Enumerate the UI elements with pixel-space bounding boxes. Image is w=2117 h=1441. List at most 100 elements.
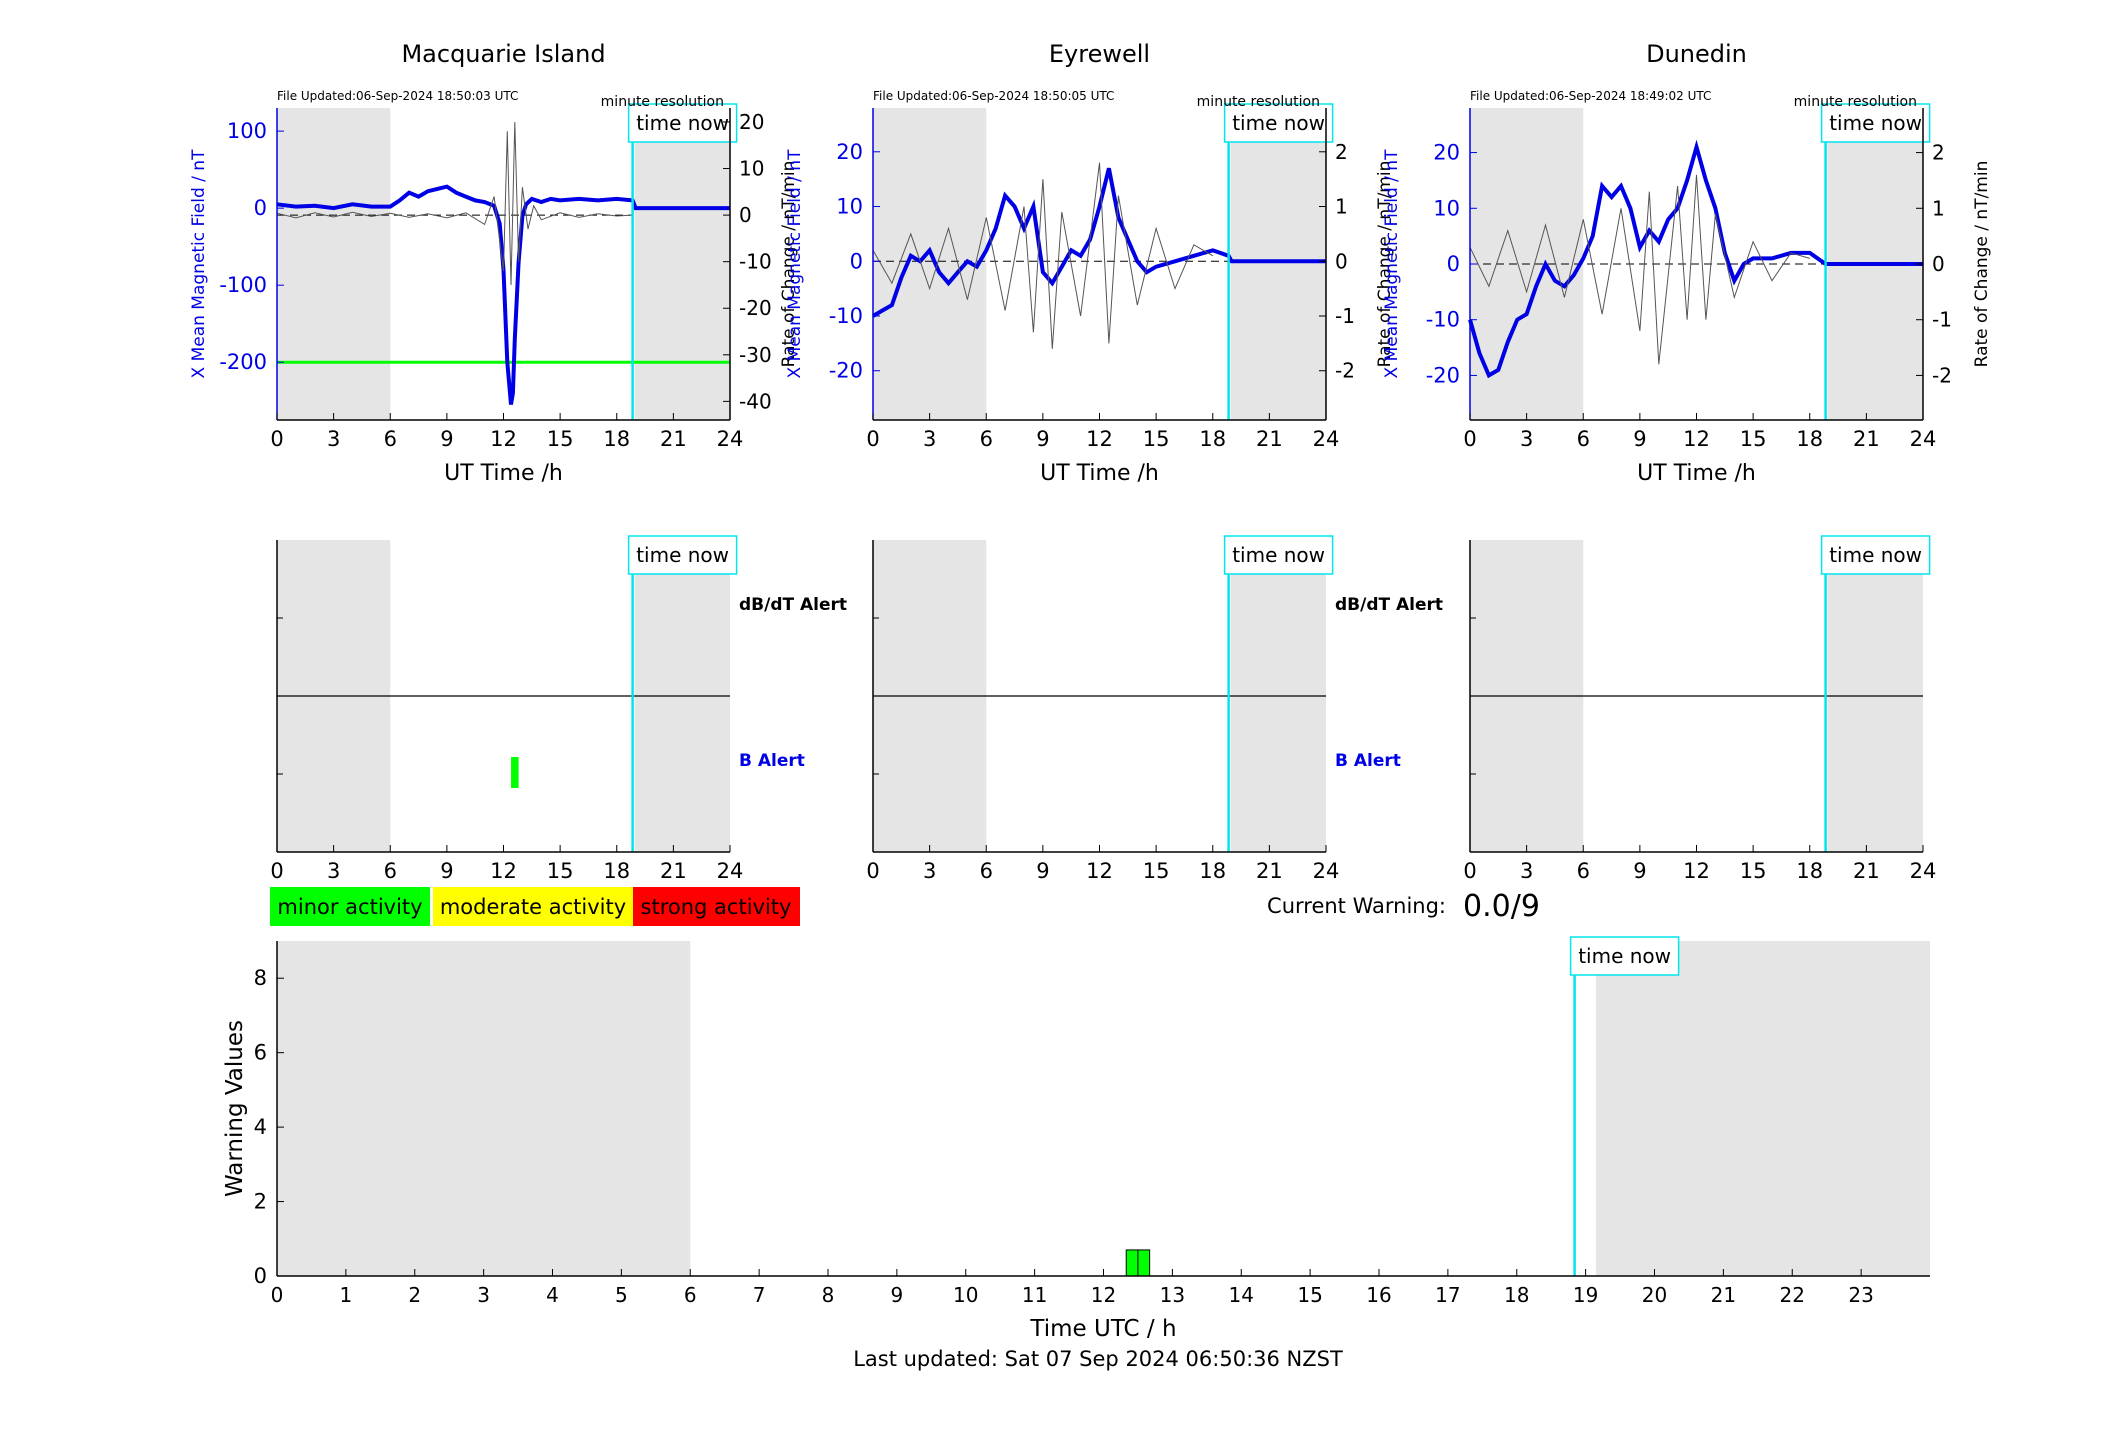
panel-2-time-now-box — [1223, 103, 1334, 143]
panel-2-y2label: Rate of Change / nT/min — [1375, 161, 1395, 368]
alert-panel-2-xtick-label-5: 15 — [1143, 859, 1170, 883]
panel-1-xtick-label-5: 15 — [547, 427, 574, 451]
warning-chart-xtick-label-9: 9 — [891, 1283, 904, 1307]
panel-2-ytick-label-0: -20 — [829, 359, 863, 383]
panel-2-night-shade-1 — [1230, 108, 1326, 420]
panel-2-xtick-label-4: 12 — [1086, 427, 1113, 451]
panel-2-xtick-label-7: 21 — [1256, 427, 1283, 451]
panel-3-y2tick-label-1: -1 — [1932, 308, 1952, 332]
panel-1-rate-series — [276, 121, 633, 286]
panel-1-xtick-label-7: 21 — [660, 427, 687, 451]
legend-minor-label: minor activity — [277, 895, 422, 919]
panel-1-y2tick-label-0: -40 — [739, 389, 772, 413]
warning-chart-xtick-label-14: 14 — [1229, 1283, 1254, 1307]
panel-1-field-series — [276, 184, 730, 405]
warning-chart-xtick-label-16: 16 — [1366, 1283, 1391, 1307]
alert-panel-1-xtick-label-7: 21 — [660, 859, 687, 883]
warning-chart-xtick-label-21: 21 — [1711, 1283, 1736, 1307]
panel-2-xtick-label-5: 15 — [1143, 427, 1170, 451]
panel-1-xtick-label-4: 12 — [490, 427, 517, 451]
panel-1-time-now-label: time now — [636, 111, 729, 135]
alert-panel-3-xtick-label-5: 15 — [1740, 859, 1767, 883]
panel-1-file-updated: File Updated:06-Sep-2024 18:50:03 UTC — [277, 89, 518, 103]
panel-2-rate-series — [872, 162, 1214, 349]
panel-2-xtick-label-8: 24 — [1313, 427, 1340, 451]
warning-chart-xlabel: Time UTC / h — [1029, 1316, 1176, 1342]
panel-3-field-series — [1468, 139, 1923, 379]
panel-2-y2tick-label-2: 0 — [1335, 249, 1348, 273]
warning-chart-xtick-label-4: 4 — [546, 1283, 559, 1307]
panel-2-time-now-label: time now — [1232, 111, 1325, 135]
warning-chart-ytick-label-1: 2 — [254, 1190, 267, 1214]
warning-chart-xtick-label-12: 12 — [1091, 1283, 1116, 1307]
warning-chart-xtick-label-10: 10 — [953, 1283, 978, 1307]
panel-1-xtick-label-1: 3 — [327, 427, 340, 451]
warning-chart-xtick-label-5: 5 — [615, 1283, 628, 1307]
panel-2-minute-resolution: minute resolution — [1197, 94, 1320, 110]
alert-panel-1-time-now-label: time now — [636, 543, 729, 567]
panel-1-minute-resolution: minute resolution — [601, 94, 724, 110]
panel-1-y2label: Rate of Change / nT/min — [779, 161, 799, 368]
panel-3-y2tick-label-3: 1 — [1932, 196, 1945, 220]
alert-panel-2-xtick-label-6: 18 — [1199, 859, 1226, 883]
panel-3-time-now-box — [1820, 103, 1931, 143]
alert-panel-2-xtick-label-4: 12 — [1086, 859, 1113, 883]
warning-chart-xtick-label-15: 15 — [1297, 1283, 1322, 1307]
alert-panel-3-xtick-label-1: 3 — [1520, 859, 1533, 883]
warning-chart-night-shade-0 — [277, 941, 691, 1276]
panel-1-title: Macquarie Island — [401, 40, 605, 68]
panel-1-night-shade-0 — [277, 108, 391, 420]
panel-2-xtick-label-2: 6 — [980, 427, 993, 451]
warning-chart-xtick-label-17: 17 — [1435, 1283, 1460, 1307]
alert-panel-1-xtick-label-0: 0 — [270, 859, 283, 883]
warning-chart-xtick-label-6: 6 — [684, 1283, 697, 1307]
alert-panel-2-xtick-label-3: 9 — [1036, 859, 1049, 883]
legend-moderate-label: moderate activity — [440, 895, 626, 919]
panel-2-xtick-label-3: 9 — [1036, 427, 1049, 451]
panel-1-y2tick-label-3: -10 — [739, 250, 772, 274]
current-warning-value: 0.0/9 — [1463, 889, 1540, 924]
alert-panel-1-xtick-label-8: 24 — [717, 859, 744, 883]
warning-chart-xtick-label-20: 20 — [1642, 1283, 1667, 1307]
alert-panel-3-xtick-label-2: 6 — [1577, 859, 1590, 883]
warning-chart-ytick-label-2: 4 — [254, 1115, 267, 1139]
warning-chart-xtick-label-22: 22 — [1780, 1283, 1805, 1307]
panel-1-xtick-label-6: 18 — [603, 427, 630, 451]
alert-panel-3-time-now-label: time now — [1829, 543, 1922, 567]
alert-panel-1-xtick-label-2: 6 — [384, 859, 397, 883]
panel-2-xtick-label-0: 0 — [866, 427, 879, 451]
panel-2-y2tick-label-1: -1 — [1335, 304, 1355, 328]
alert-panel-3-xtick-label-0: 0 — [1463, 859, 1476, 883]
alert-panel-3-xtick-label-8: 24 — [1910, 859, 1937, 883]
legend-strong-label: strong activity — [641, 895, 792, 919]
alert-panel-2-b-alert-label: B Alert — [1335, 751, 1401, 771]
alert-panel-3-xtick-label-6: 18 — [1796, 859, 1823, 883]
alert-panel-3-xtick-label-7: 21 — [1853, 859, 1880, 883]
panel-2-ylabel: X Mean Magnetic Field / nT — [785, 149, 805, 379]
alert-panel-3-xtick-label-3: 9 — [1633, 859, 1646, 883]
panel-3-xtick-label-4: 12 — [1683, 427, 1710, 451]
panel-3-title: Dunedin — [1646, 40, 1747, 68]
alert-panel-2-xtick-label-7: 21 — [1256, 859, 1283, 883]
panel-3-ytick-label-1: -10 — [1426, 308, 1460, 332]
warning-chart-ytick-label-3: 6 — [254, 1041, 267, 1065]
legend-strong-swatch — [633, 887, 800, 926]
panel-1-xtick-label-2: 6 — [384, 427, 397, 451]
warning-chart-time-now-box — [1569, 936, 1680, 976]
panel-1-ytick-label-0: -200 — [219, 350, 267, 374]
panel-3-file-updated: File Updated:06-Sep-2024 18:49:02 UTC — [1470, 89, 1711, 103]
panel-1-y2tick-label-2: -20 — [739, 296, 772, 320]
warning-chart-xtick-label-11: 11 — [1022, 1283, 1047, 1307]
warning-chart-night-shade-1 — [1595, 941, 1930, 1276]
panel-1-ytick-label-2: 0 — [254, 196, 267, 220]
legend-moderate-swatch — [433, 887, 633, 926]
panel-3-y2tick-label-2: 0 — [1932, 252, 1945, 276]
panel-3-ytick-label-2: 0 — [1447, 252, 1460, 276]
warning-chart-xtick-label-8: 8 — [822, 1283, 835, 1307]
panel-3-ylabel: X Mean Magnetic Field / nT — [1382, 149, 1402, 379]
alert-panel-2-time-now-box — [1223, 535, 1334, 575]
warning-chart-xtick-label-3: 3 — [477, 1283, 490, 1307]
